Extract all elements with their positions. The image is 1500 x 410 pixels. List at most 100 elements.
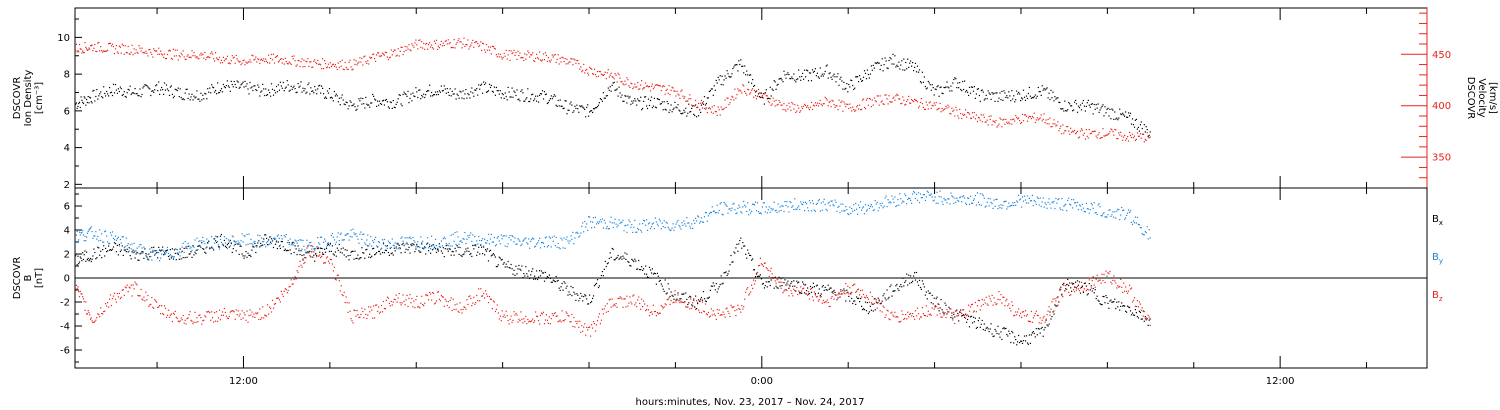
data-point [262, 244, 264, 246]
data-point [972, 116, 975, 118]
data-point [1116, 138, 1118, 140]
data-point [982, 91, 984, 93]
data-point [508, 50, 510, 52]
data-point [854, 209, 856, 211]
data-point [880, 205, 882, 207]
data-point [201, 240, 203, 242]
data-point [263, 317, 265, 319]
data-point [448, 94, 450, 96]
data-point [487, 302, 490, 304]
data-point [526, 97, 528, 99]
data-point [747, 202, 749, 204]
data-point [551, 281, 553, 283]
data-point [1119, 108, 1121, 110]
data-point [256, 89, 258, 92]
data-point [721, 283, 723, 285]
data-point [1106, 216, 1108, 218]
data-point [157, 251, 159, 254]
data-point [267, 94, 269, 96]
data-point [989, 198, 991, 200]
data-point [568, 109, 570, 111]
data-point [841, 100, 843, 102]
data-point [155, 250, 157, 252]
data-point [1057, 121, 1059, 123]
data-point [319, 254, 321, 256]
data-point [1004, 92, 1006, 94]
data-point [253, 241, 255, 243]
data-point [269, 236, 271, 238]
data-point [765, 206, 767, 208]
data-point [982, 114, 984, 116]
y-axis-label-line: DSCOVR [12, 257, 23, 300]
data-point [304, 261, 306, 263]
data-point [176, 89, 178, 92]
data-point [979, 119, 981, 121]
data-point [443, 256, 445, 258]
data-point [142, 299, 144, 301]
data-point [402, 240, 404, 242]
data-point [1014, 101, 1016, 103]
data-point [1006, 121, 1008, 123]
data-point [696, 116, 698, 118]
data-point [963, 195, 965, 197]
data-point [624, 225, 626, 227]
data-point [293, 251, 295, 254]
data-point [462, 90, 464, 92]
data-point [222, 83, 224, 86]
data-point [1080, 209, 1083, 211]
data-point [733, 66, 735, 68]
data-point [516, 243, 518, 245]
data-point [685, 107, 687, 109]
data-point [1054, 123, 1056, 125]
data-point [248, 93, 250, 95]
data-point [1129, 134, 1132, 137]
data-point [216, 241, 218, 244]
data-point [608, 228, 610, 230]
data-point [120, 52, 122, 54]
data-point [147, 55, 149, 57]
data-point [281, 241, 283, 243]
data-point [202, 94, 204, 96]
data-point [443, 305, 445, 307]
data-point [156, 301, 158, 303]
data-point [352, 228, 354, 230]
data-point [241, 253, 243, 255]
data-point [336, 274, 338, 276]
data-point [146, 256, 148, 258]
data-point [1132, 137, 1135, 139]
data-point [530, 274, 532, 276]
data-point [220, 88, 223, 90]
data-point [707, 297, 709, 299]
data-point [90, 45, 92, 47]
data-point [494, 310, 496, 313]
data-point [450, 297, 452, 299]
data-point [618, 86, 620, 88]
data-point [663, 101, 665, 103]
data-point [234, 318, 236, 320]
data-point [94, 44, 96, 46]
data-point [278, 245, 280, 247]
data-point [465, 89, 467, 91]
data-point [309, 250, 311, 252]
data-point [1062, 124, 1064, 126]
data-point [158, 246, 160, 248]
data-point [925, 101, 927, 103]
data-point [195, 96, 197, 98]
data-point [137, 252, 139, 254]
data-point [471, 87, 473, 89]
data-point [734, 64, 736, 66]
data-point [438, 47, 440, 49]
data-point [613, 81, 615, 83]
data-point [643, 219, 645, 221]
data-point [116, 244, 118, 246]
data-point [266, 94, 268, 96]
data-point [725, 77, 727, 79]
data-point [738, 90, 740, 92]
data-point [590, 110, 592, 112]
data-point [98, 240, 100, 242]
data-point [322, 58, 324, 60]
data-point [750, 212, 752, 214]
data-point [580, 232, 582, 234]
data-point [321, 236, 323, 238]
data-point [638, 88, 640, 90]
